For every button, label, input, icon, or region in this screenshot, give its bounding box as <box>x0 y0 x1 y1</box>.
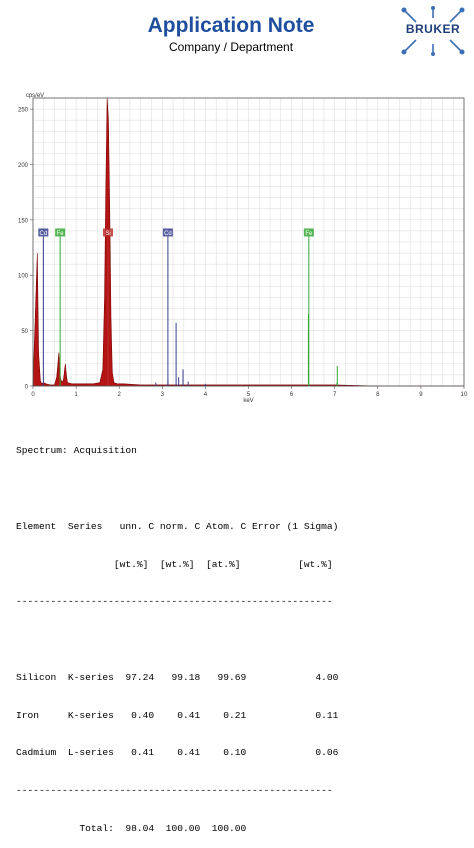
element-markers: Cd Fe Si Cd Fe <box>38 228 314 386</box>
results-header-2: [wt.%] [wt.%] [at.%] [wt.%] <box>16 558 333 570</box>
bruker-logo: BRUKER <box>398 6 468 56</box>
marker-label-box <box>55 228 66 237</box>
page-title: Application Note <box>147 14 315 37</box>
marker-label: Fe <box>57 231 65 237</box>
logo-atom-icon <box>401 6 465 56</box>
table-row: Iron K-series 0.40 0.41 0.21 0.11 <box>16 709 339 721</box>
marker-label: Cd <box>164 231 172 237</box>
x-tick-label: 5 <box>247 392 251 398</box>
y-tick-label: 200 <box>18 163 29 169</box>
x-tick-label: 4 <box>204 392 208 398</box>
marker-label-box <box>38 228 49 237</box>
page-subtitle: Company / Department <box>168 40 294 54</box>
results-total: Total: 98.04 100.00 100.00 <box>16 823 247 834</box>
x-tick-label: 0 <box>31 392 35 398</box>
x-tick-label: 8 <box>376 392 380 398</box>
marker-label: Si <box>105 231 110 237</box>
marker-label: Cd <box>40 231 48 237</box>
results-divider: ----------------------------------------… <box>16 596 333 608</box>
results-divider-2: ----------------------------------------… <box>16 785 333 797</box>
grid <box>32 97 465 387</box>
marker-label-box <box>102 228 113 237</box>
x-tick-label: 9 <box>419 392 423 398</box>
y-tick-label: 250 <box>18 108 29 114</box>
table-row: Cadmium L-series 0.41 0.41 0.10 0.06 <box>16 747 339 759</box>
marker-label: Fe <box>305 231 313 237</box>
x-tick-label: 2 <box>118 392 122 398</box>
x-tick-label: 7 <box>333 392 337 398</box>
spectrum-chart: Cd Fe Si Cd Fe 0 50 100 150 200 250 0 1 2 3 4 5 6 7 8 9 10 cp… <box>0 88 474 408</box>
y-tick-label: 50 <box>21 329 28 335</box>
x-axis-label: keV <box>243 398 253 404</box>
y-tick-label: 0 <box>25 385 29 391</box>
header: Application Note Company / Department <box>72 10 390 58</box>
spectrum-svg: Cd Fe Si Cd Fe 0 50 100 150 200 250 0 1 2 3 4 5 6 7 8 9 10 cp… <box>18 93 468 404</box>
x-tick-label: 1 <box>74 392 78 398</box>
spectrum-area <box>32 97 464 387</box>
table-row: Silicon K-series 97.24 99.18 99.69 4.00 <box>16 671 339 683</box>
marker-label-box <box>303 228 314 237</box>
marker-label-box <box>162 228 173 237</box>
results-table: Spectrum: Acquisition Element Series unn… <box>16 420 466 848</box>
logo-text: BRUKER <box>405 22 461 36</box>
x-tick-label: 3 <box>161 392 165 398</box>
x-tick-label: 10 <box>461 392 468 398</box>
results-header-1: Element Series unn. C norm. C Atom. C Er… <box>16 520 339 532</box>
y-tick-label: 100 <box>18 274 29 280</box>
y-axis-label: cps/eV <box>26 93 44 99</box>
spectrum-name: Spectrum: Acquisition <box>16 445 137 457</box>
y-tick-label: 150 <box>18 218 29 224</box>
x-tick-label: 6 <box>290 392 294 398</box>
axes: 0 50 100 150 200 250 0 1 2 3 4 5 6 7 8 9 10 cps/eV keV <box>18 93 468 404</box>
